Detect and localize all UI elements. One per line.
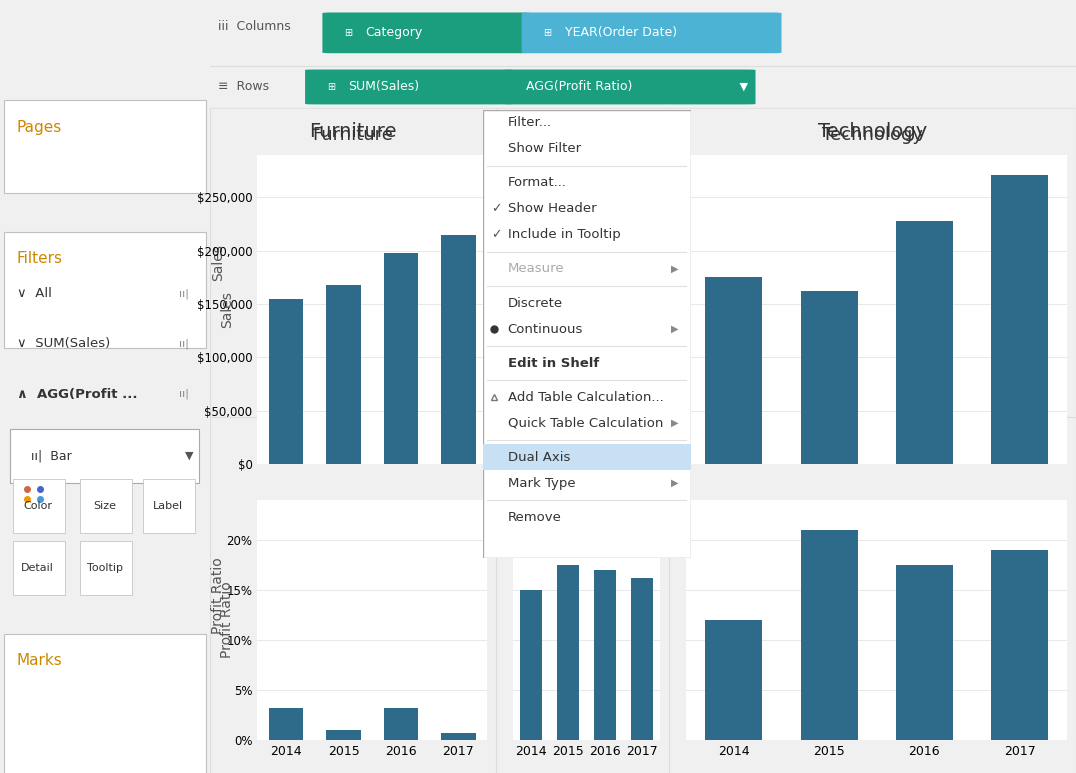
Bar <box>705 620 763 740</box>
Text: Tooltip: Tooltip <box>87 564 123 573</box>
Bar <box>13 541 65 595</box>
FancyBboxPatch shape <box>323 12 530 53</box>
Text: ∨  SUM(Sales): ∨ SUM(Sales) <box>17 338 110 350</box>
Text: Discrete: Discrete <box>508 297 563 309</box>
Text: Continuous: Continuous <box>508 322 583 335</box>
Text: Technology: Technology <box>822 126 923 145</box>
FancyBboxPatch shape <box>306 70 513 104</box>
Text: Furniture: Furniture <box>312 126 393 145</box>
Text: Technology: Technology <box>818 122 928 141</box>
Text: Show Filter: Show Filter <box>508 142 581 155</box>
Bar <box>705 278 763 464</box>
Text: Pages: Pages <box>17 120 62 135</box>
Bar <box>557 565 579 740</box>
Text: ▶: ▶ <box>670 418 678 428</box>
Text: ▶: ▶ <box>670 478 678 489</box>
Text: ⊞: ⊞ <box>327 82 335 92</box>
Text: Office Supplies: Office Supplies <box>509 122 655 141</box>
Text: Sales: Sales <box>212 244 226 281</box>
Bar <box>991 175 1048 464</box>
Text: Add Table Calculation...: Add Table Calculation... <box>508 390 664 404</box>
Text: Profit Ratio: Profit Ratio <box>221 582 235 659</box>
Text: ıı|  Bar: ıı| Bar <box>31 450 72 462</box>
Bar <box>521 219 542 464</box>
Text: iii  Columns: iii Columns <box>218 20 292 32</box>
Bar <box>801 530 858 740</box>
FancyBboxPatch shape <box>522 12 781 53</box>
Text: Dual Axis: Dual Axis <box>508 451 570 464</box>
Bar <box>326 730 360 740</box>
Text: ⊞: ⊞ <box>543 28 551 38</box>
Text: SUM(Sales): SUM(Sales) <box>349 80 420 94</box>
Text: ıı|: ıı| <box>179 389 189 400</box>
Text: ▼: ▼ <box>736 82 749 92</box>
Text: ✓: ✓ <box>491 203 501 216</box>
Bar <box>801 291 858 464</box>
Bar <box>521 591 542 740</box>
Text: Sales: Sales <box>221 291 235 328</box>
Text: ∧  AGG(Profit ...: ∧ AGG(Profit ... <box>17 388 138 400</box>
Text: ⊞: ⊞ <box>344 28 352 38</box>
Bar <box>896 565 953 740</box>
Bar <box>991 550 1048 740</box>
Bar <box>441 733 476 740</box>
Text: Color: Color <box>24 502 53 511</box>
Text: Remove: Remove <box>508 511 562 524</box>
Text: Size: Size <box>94 502 116 511</box>
Text: YEAR(Order Date): YEAR(Order Date) <box>565 26 677 39</box>
Bar <box>143 479 195 533</box>
Text: ıı|: ıı| <box>179 288 189 299</box>
Text: AGG(Profit Ratio): AGG(Profit Ratio) <box>526 80 633 94</box>
Bar <box>631 578 653 740</box>
Text: Filters: Filters <box>17 251 62 266</box>
Bar <box>594 240 617 464</box>
Bar <box>594 570 617 740</box>
Text: ▶: ▶ <box>670 264 678 274</box>
Bar <box>326 284 360 464</box>
Bar <box>631 203 653 464</box>
Text: ▼: ▼ <box>185 451 193 461</box>
Bar <box>11 429 199 483</box>
Bar <box>80 479 132 533</box>
Text: Include in Tooltip: Include in Tooltip <box>508 228 621 241</box>
Bar <box>557 288 579 464</box>
Text: ✓: ✓ <box>491 228 501 241</box>
Text: ıı|: ıı| <box>179 339 189 349</box>
Text: ▶: ▶ <box>670 324 678 334</box>
Text: Marks: Marks <box>17 653 62 668</box>
Bar <box>384 253 419 464</box>
Text: Measure: Measure <box>508 262 564 275</box>
Text: Show Header: Show Header <box>508 203 596 216</box>
Bar <box>269 298 303 464</box>
Bar <box>4 100 206 193</box>
Text: Profit Ratio: Profit Ratio <box>212 557 226 634</box>
Text: Filter...: Filter... <box>508 116 552 129</box>
Bar <box>384 708 419 740</box>
Bar <box>269 708 303 740</box>
FancyBboxPatch shape <box>505 70 755 104</box>
Bar <box>483 444 691 470</box>
Bar <box>4 232 206 348</box>
Text: Category: Category <box>366 26 423 39</box>
Text: Quick Table Calculation: Quick Table Calculation <box>508 417 663 430</box>
Text: ∨  All: ∨ All <box>17 288 52 300</box>
Bar <box>80 541 132 595</box>
Text: Edit in Shelf: Edit in Shelf <box>508 356 599 369</box>
Text: Format...: Format... <box>508 176 567 189</box>
Text: Furniture: Furniture <box>309 122 396 141</box>
Bar <box>4 634 206 773</box>
Text: ≡  Rows: ≡ Rows <box>218 80 270 94</box>
Text: Label: Label <box>153 502 183 511</box>
Text: Detail: Detail <box>22 564 54 573</box>
Bar <box>13 479 65 533</box>
Bar <box>441 235 476 464</box>
Bar <box>896 221 953 464</box>
Text: Mark Type: Mark Type <box>508 477 576 490</box>
